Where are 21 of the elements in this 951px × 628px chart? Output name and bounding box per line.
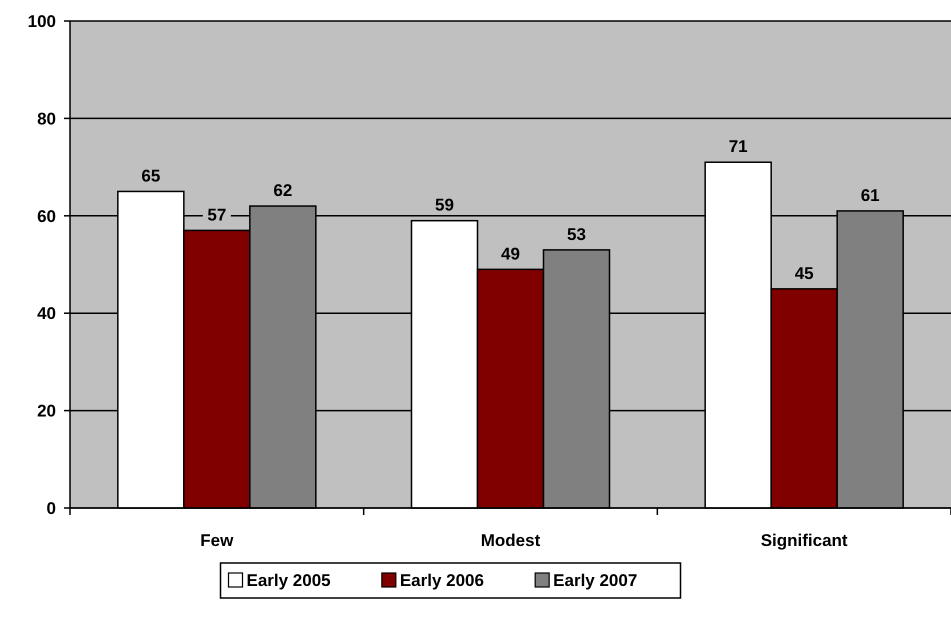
data-label: 62 <box>273 181 292 200</box>
x-tick-label: Significant <box>760 531 848 550</box>
data-label: 59 <box>435 196 454 215</box>
data-label: 71 <box>728 137 748 156</box>
y-tick-label: 60 <box>37 206 56 226</box>
data-label: 57 <box>207 205 226 224</box>
legend-label: Early 2006 <box>400 570 484 590</box>
y-tick-label: 100 <box>28 12 56 31</box>
y-tick-label: 80 <box>37 109 56 128</box>
data-label: 53 <box>567 224 586 244</box>
legend-label: Early 2005 <box>246 570 331 590</box>
x-tick-label: Modest <box>480 531 541 550</box>
legend-label: Early 2007 <box>553 570 638 590</box>
y-tick-label: 40 <box>37 304 56 324</box>
data-label: 65 <box>141 166 160 186</box>
data-label: 49 <box>501 244 520 264</box>
x-tick-label: Few <box>200 531 234 550</box>
y-tick-label: 20 <box>37 402 56 421</box>
data-label: 61 <box>860 186 880 205</box>
y-tick-label: 0 <box>46 498 56 518</box>
data-label: 45 <box>794 264 814 283</box>
